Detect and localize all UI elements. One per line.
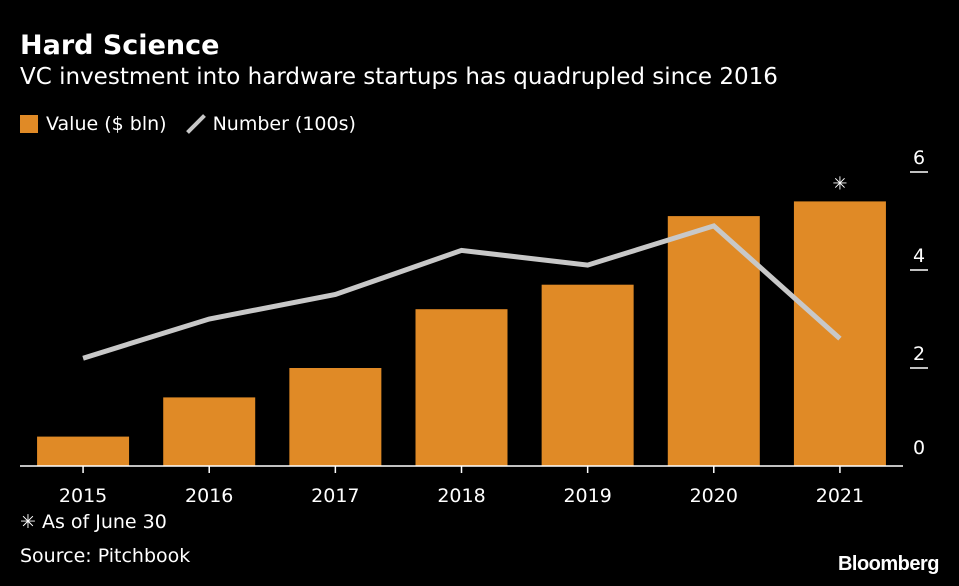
- chart-legend: Value ($ bln) Number (100s): [20, 113, 356, 135]
- bar-2016: [163, 397, 256, 466]
- x-tick-label-2021: 2021: [816, 485, 864, 507]
- legend-bar-label: Value ($ bln): [46, 113, 167, 135]
- bloomberg-logo: Bloomberg: [837, 553, 940, 575]
- bar-2017: [289, 368, 382, 466]
- x-tick-label-2020: 2020: [690, 485, 738, 507]
- bar-2019: [541, 284, 634, 466]
- bar-2021: [793, 201, 886, 466]
- y-tick-label-0: 0: [913, 437, 925, 459]
- legend-line-label: Number (100s): [212, 113, 356, 135]
- x-tick-label-2016: 2016: [185, 485, 233, 507]
- bar-2015: [37, 436, 130, 466]
- bar-2020: [667, 216, 760, 466]
- chart-subtitle: VC investment into hardware startups has…: [20, 64, 778, 90]
- x-tick-label-2017: 2017: [311, 485, 359, 507]
- source-note: Source: Pitchbook: [20, 545, 191, 567]
- annotation-2021: ✳: [832, 173, 847, 194]
- legend-bar-swatch: [20, 115, 38, 133]
- x-tick-label-2019: 2019: [563, 485, 611, 507]
- chart-title: Hard Science: [20, 30, 220, 61]
- footnote: ✳ As of June 30: [20, 511, 167, 533]
- x-tick-label-2018: 2018: [437, 485, 485, 507]
- y-tick-label-6: 6: [913, 147, 925, 169]
- y-tick-label-2: 2: [913, 343, 925, 365]
- x-tick-label-2015: 2015: [59, 485, 107, 507]
- y-tick-label-4: 4: [913, 245, 925, 267]
- bar-2018: [415, 309, 508, 466]
